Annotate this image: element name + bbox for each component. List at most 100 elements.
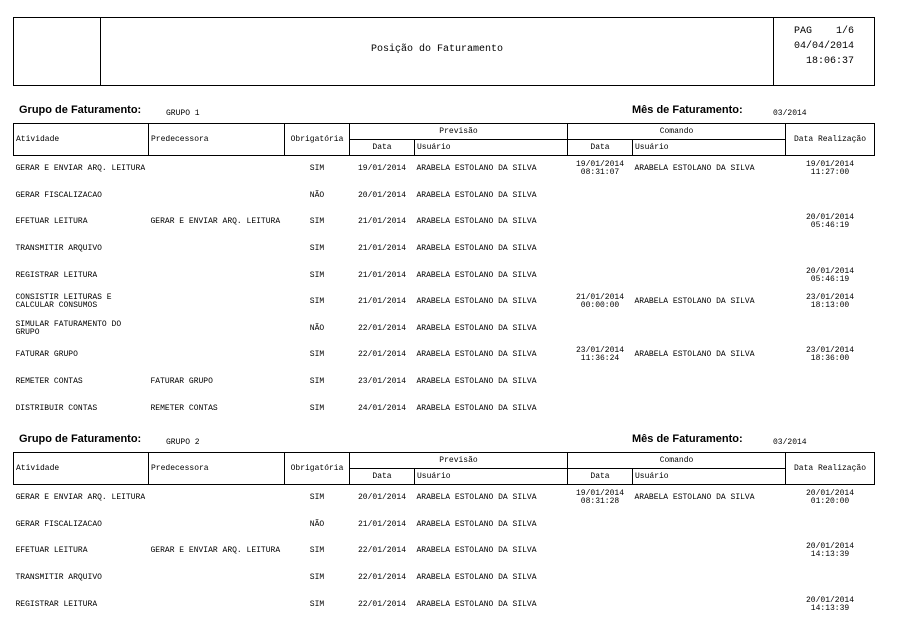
predecessora: [149, 183, 285, 210]
predecessora: [149, 591, 285, 618]
obrigatoria: SIM: [309, 244, 325, 254]
data-realizacao: [786, 565, 875, 592]
previsao-data: 20/01/2014: [357, 190, 406, 200]
obrigatoria: NÃO: [309, 519, 325, 529]
atividade: TRANSMITIR ARQUIVO: [15, 244, 102, 254]
comando-date: 23/01/2014: [575, 346, 624, 356]
col-data-realizacao: Data Realização: [785, 452, 875, 485]
obrigatoria: SIM: [309, 297, 325, 307]
previsao-usuario: ARABELA ESTOLANO DA SILVA: [416, 403, 537, 413]
realizacao-date: 23/01/2014: [805, 293, 854, 303]
realizacao-time: 14:13:39: [810, 550, 850, 560]
page-info: PAG 1/6 04/04/2014 18:06:37: [774, 24, 874, 69]
comando-usuario: [633, 369, 786, 396]
previsao-usuario: ARABELA ESTOLANO DA SILVA: [416, 350, 537, 360]
atividade: EFETUAR LEITURA: [15, 217, 88, 227]
comando-data: 19/01/2014 08:31:07: [568, 156, 633, 183]
predecessora: REMETER CONTAS: [150, 403, 218, 413]
atividade: GERAR E ENVIAR ARQ. LEITURA: [15, 164, 146, 174]
table-row: GERAR FISCALIZACAO NÃO 21/01/2014 ARABEL…: [14, 512, 875, 539]
col-comando: Comando: [567, 123, 786, 140]
previsao-data: 20/01/2014: [357, 493, 406, 503]
comando-usuario: [633, 316, 786, 343]
comando-usuario: [633, 538, 786, 565]
col-atividade: Atividade: [13, 123, 149, 156]
previsao-data: 24/01/2014: [357, 403, 406, 413]
realizacao-time: 14:13:39: [810, 603, 850, 613]
col-comando-usuario: Usuário: [632, 468, 786, 485]
group-value: GRUPO 1: [166, 109, 200, 118]
table-row: DISTRIBUIR CONTAS REMETER CONTAS SIM 24/…: [14, 395, 875, 422]
previsao-usuario: ARABELA ESTOLANO DA SILVA: [416, 573, 537, 583]
comando-data: 19/01/2014 08:31:28: [568, 485, 633, 512]
data-realizacao: [786, 183, 875, 210]
realizacao-time: 18:36:00: [810, 354, 850, 364]
divider: [773, 18, 774, 85]
atividade: SIMULAR FATURAMENTO DO GRUPO: [15, 319, 122, 337]
predecessora: [149, 565, 285, 592]
obrigatoria: SIM: [309, 403, 325, 413]
realizacao-time: 18:13:00: [810, 301, 850, 311]
predecessora: [149, 316, 285, 343]
data-realizacao: [786, 236, 875, 263]
col-comando: Comando: [567, 452, 786, 469]
table-row: REGISTRAR LEITURA SIM 22/01/2014 ARABELA…: [14, 591, 875, 618]
predecessora: [149, 236, 285, 263]
atividade: GERAR E ENVIAR ARQ. LEITURA: [15, 493, 146, 503]
comando-data: [568, 512, 633, 539]
comando-usuario: [633, 262, 786, 289]
group-label: Grupo de Faturamento:: [19, 104, 142, 116]
table-row: GERAR E ENVIAR ARQ. LEITURA SIM 20/01/20…: [14, 485, 875, 512]
comando-time: 08:31:07: [580, 168, 620, 178]
predecessora: FATURAR GRUPO: [150, 377, 213, 387]
col-data-realizacao: Data Realização: [785, 123, 875, 156]
atividade: REMETER CONTAS: [15, 377, 83, 387]
comando-data: 21/01/2014 00:00:00: [568, 289, 633, 316]
previsao-data: 22/01/2014: [357, 350, 406, 360]
col-previsao-data: Data: [349, 468, 415, 485]
data-realizacao: 20/01/2014 01:20:00: [786, 485, 875, 512]
activities-table: Atividade Predecessora Obrigatória Previ…: [13, 123, 875, 422]
data-realizacao: 20/01/2014 14:13:39: [786, 591, 875, 618]
comando-usuario: ARABELA ESTOLANO DA SILVA: [634, 350, 755, 360]
col-atividade: Atividade: [13, 452, 149, 485]
comando-usuario: [633, 183, 786, 210]
predecessora: [149, 342, 285, 369]
data-realizacao: [786, 512, 875, 539]
table-row: REGISTRAR LEITURA SIM 21/01/2014 ARABELA…: [14, 262, 875, 289]
atividade: REGISTRAR LEITURA: [15, 270, 98, 280]
comando-usuario: ARABELA ESTOLANO DA SILVA: [634, 493, 755, 503]
comando-data: [568, 209, 633, 236]
comando-date: 19/01/2014: [575, 489, 624, 499]
month-label: Mês de Faturamento:: [632, 433, 743, 445]
comando-data: [568, 565, 633, 592]
atividade: CONSISTIR LEITURAS E CALCULAR CONSUMOS: [15, 293, 112, 311]
obrigatoria: SIM: [309, 546, 325, 556]
predecessora: [149, 485, 285, 512]
comando-data: [568, 538, 633, 565]
comando-time: 11:36:24: [580, 354, 620, 364]
col-previsao-data: Data: [349, 139, 415, 156]
activities-table: Atividade Predecessora Obrigatória Previ…: [13, 452, 875, 618]
previsao-usuario: ARABELA ESTOLANO DA SILVA: [416, 519, 537, 529]
comando-data: [568, 591, 633, 618]
col-predecessora: Predecessora: [148, 452, 285, 485]
obrigatoria: SIM: [309, 350, 325, 360]
realizacao-date: 19/01/2014: [805, 160, 854, 170]
obrigatoria: SIM: [309, 270, 325, 280]
comando-data: [568, 183, 633, 210]
data-realizacao: 20/01/2014 14:13:39: [786, 538, 875, 565]
previsao-usuario: ARABELA ESTOLANO DA SILVA: [416, 323, 537, 333]
page-number: 1/6: [835, 26, 854, 37]
comando-data: [568, 369, 633, 396]
previsao-usuario: ARABELA ESTOLANO DA SILVA: [416, 377, 537, 387]
table-row: CONSISTIR LEITURAS E CALCULAR CONSUMOS S…: [14, 289, 875, 316]
obrigatoria: SIM: [309, 164, 325, 174]
table-row: SIMULAR FATURAMENTO DO GRUPO NÃO 22/01/2…: [14, 316, 875, 343]
obrigatoria: SIM: [309, 377, 325, 387]
table-row: TRANSMITIR ARQUIVO SIM 22/01/2014 ARABEL…: [14, 565, 875, 592]
comando-time: 08:31:28: [580, 497, 620, 507]
realizacao-time: 05:46:19: [810, 274, 850, 284]
data-realizacao: 19/01/2014 11:27:00: [786, 156, 875, 183]
obrigatoria: SIM: [309, 217, 325, 227]
